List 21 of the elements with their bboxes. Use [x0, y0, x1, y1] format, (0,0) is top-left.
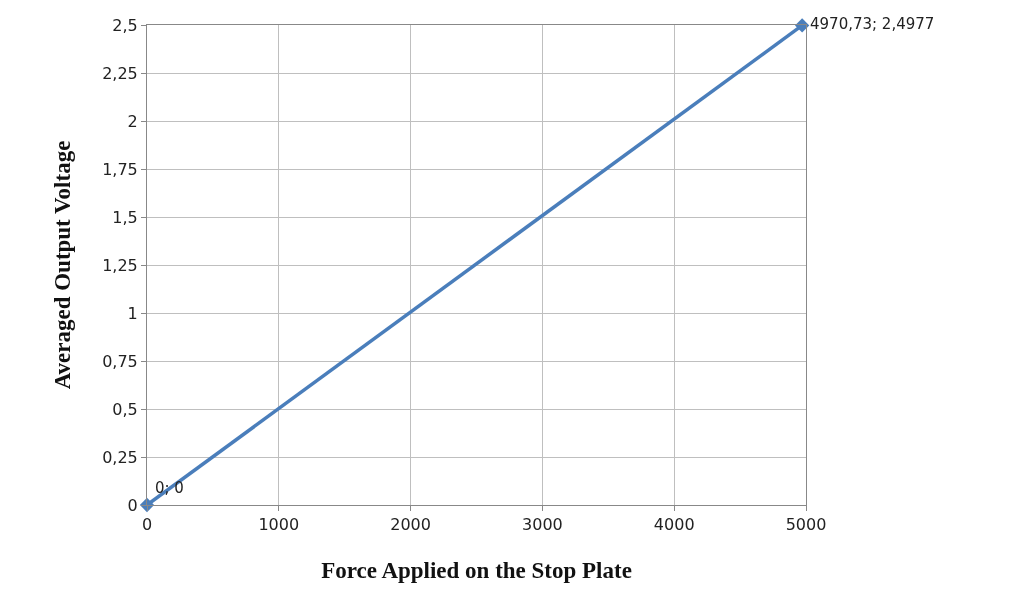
x-tick-label: 5000: [785, 515, 827, 535]
y-axis-title: Averaged Output Voltage: [49, 140, 75, 390]
x-axis-title: Force Applied on the Stop Plate: [321, 557, 632, 583]
y-tick-label: 1: [127, 303, 138, 323]
data-label: 4970,73; 2,4977: [810, 15, 935, 34]
x-tick-label: 3000: [522, 515, 563, 535]
y-tick-label: 0,75: [102, 351, 138, 371]
y-tick-label: 1,75: [102, 159, 138, 179]
x-tick-label: 0: [141, 515, 153, 535]
x-tick-label: 2000: [390, 515, 431, 535]
y-tick-label: 0: [127, 495, 138, 515]
y-tick-label: 0,25: [102, 447, 138, 467]
y-tick-label: 2,25: [102, 63, 138, 83]
y-tick-label: 0,5: [112, 399, 138, 419]
y-tick-label: 2: [127, 111, 138, 131]
data-label: 0; 0: [154, 479, 184, 498]
y-tick-label: 2,5: [112, 15, 138, 35]
x-tick-label: 1000: [258, 515, 300, 535]
y-tick-label: 1,25: [102, 255, 138, 275]
x-tick-label: 4000: [653, 515, 695, 535]
y-tick-label: 1,5: [112, 207, 138, 227]
